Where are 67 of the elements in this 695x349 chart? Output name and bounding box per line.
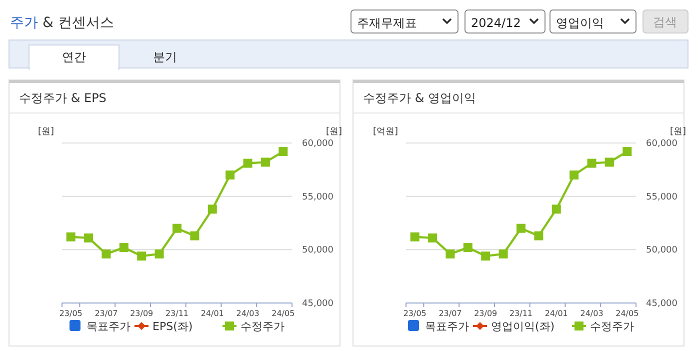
point xyxy=(208,204,217,214)
x-tick-label: 24/05 xyxy=(616,309,639,318)
point xyxy=(428,233,438,242)
y2-tick-label: 45,000 xyxy=(302,299,334,309)
text: 분기 xyxy=(153,50,177,64)
x-tick-label: 23/09 xyxy=(130,309,154,318)
chart-title: 수정주가 & EPS xyxy=(19,91,106,105)
legend-label: EPS(좌) xyxy=(152,320,193,333)
x-tick-label: 23/07 xyxy=(438,309,462,318)
point xyxy=(570,170,579,180)
point xyxy=(622,147,632,156)
y2-axis-title: [원] xyxy=(326,127,342,137)
text: 주가 & 컨센서스 xyxy=(10,15,114,31)
point xyxy=(172,224,182,233)
x-tick-label: 23/05 xyxy=(59,309,82,318)
point xyxy=(243,158,252,168)
y-axis-title: [억원] xyxy=(372,127,398,137)
text: 2024/12 xyxy=(471,16,521,30)
point xyxy=(260,158,270,167)
legend-label: 수정주가 xyxy=(590,320,634,333)
legend-label: 수정주가 xyxy=(240,320,284,333)
y2-tick-label: 55,000 xyxy=(302,192,334,202)
point xyxy=(66,232,76,242)
x-tick-label: 24/03 xyxy=(236,309,260,318)
point xyxy=(604,158,614,167)
point xyxy=(154,249,164,258)
point xyxy=(534,231,544,240)
y-axis-title: [원] xyxy=(38,127,54,137)
x-tick-label: 23/11 xyxy=(509,309,533,318)
y2-tick-label: 45,000 xyxy=(646,299,678,309)
y2-tick-label: 50,000 xyxy=(646,246,678,256)
point xyxy=(119,243,128,252)
point xyxy=(587,158,596,168)
point xyxy=(137,252,146,261)
point xyxy=(226,170,235,180)
y2-tick-label: 60,000 xyxy=(302,139,334,149)
chart-title: 수정주가 & 영업이익 xyxy=(363,91,476,105)
y2-axis-title: [원] xyxy=(670,127,686,137)
text: 영업이익 xyxy=(556,16,604,30)
point xyxy=(84,233,94,242)
x-tick-label: 23/11 xyxy=(165,309,189,318)
point xyxy=(552,204,561,214)
point xyxy=(516,224,526,233)
point xyxy=(498,249,508,258)
x-tick-label: 23/09 xyxy=(474,309,498,318)
text: 주재무제표 xyxy=(357,16,417,30)
y2-tick-label: 50,000 xyxy=(302,246,334,256)
x-tick-label: 24/05 xyxy=(272,309,295,318)
x-tick-label: 24/01 xyxy=(544,309,568,318)
point xyxy=(481,252,490,261)
text: 검색 xyxy=(653,15,677,29)
x-tick-label: 23/05 xyxy=(403,309,426,318)
x-tick-label: 24/01 xyxy=(200,309,224,318)
x-tick-label: 23/07 xyxy=(94,309,118,318)
x-tick-label: 24/03 xyxy=(580,309,604,318)
legend-label: 목표주가 xyxy=(86,320,130,333)
point xyxy=(190,231,200,240)
point xyxy=(446,249,455,258)
y2-tick-label: 60,000 xyxy=(646,139,678,149)
legend-label: 목표주가 xyxy=(425,320,469,333)
point xyxy=(278,147,288,156)
point xyxy=(410,232,420,242)
legend-label: 영업이익(좌) xyxy=(491,320,555,333)
y2-tick-label: 55,000 xyxy=(646,192,678,202)
text: 연간 xyxy=(62,50,86,64)
point xyxy=(463,243,472,252)
point xyxy=(102,249,111,258)
